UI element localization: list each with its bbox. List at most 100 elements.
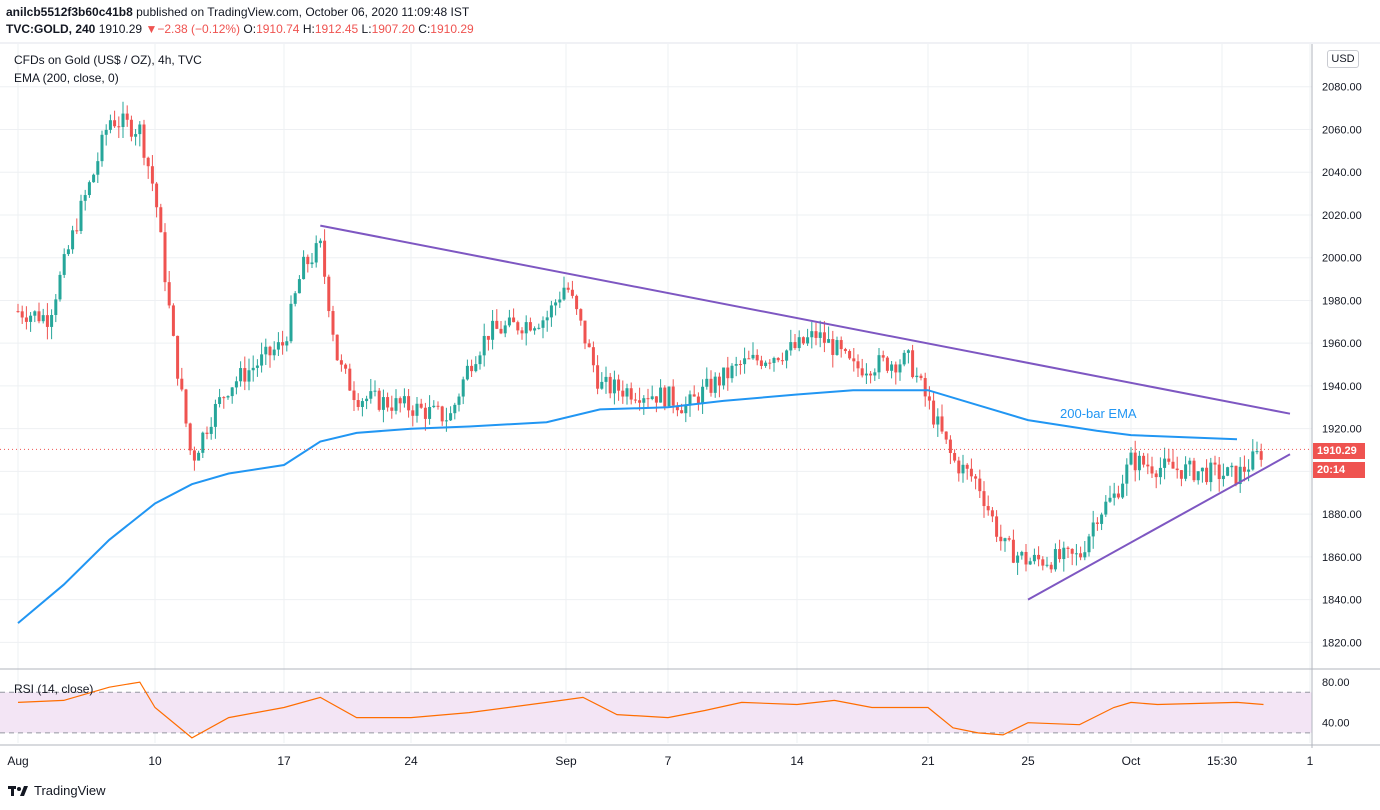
- candle-body: [831, 339, 835, 355]
- candle-body: [713, 376, 717, 393]
- y-tick-label: 1840.00: [1322, 595, 1362, 607]
- candle-body: [138, 124, 142, 135]
- candle-body: [554, 302, 558, 306]
- candle-body: [457, 396, 461, 405]
- candle-body: [890, 364, 894, 371]
- candle-body: [570, 289, 574, 296]
- rsi-legend[interactable]: RSI (14, close): [14, 682, 94, 696]
- candle-body: [1247, 469, 1251, 472]
- candle-body: [520, 330, 524, 334]
- candle-body: [243, 368, 247, 382]
- candle-body: [373, 390, 377, 392]
- candle-body: [764, 362, 768, 366]
- candle-body: [801, 337, 805, 344]
- candle-body: [533, 328, 537, 331]
- candle-body: [381, 397, 385, 410]
- candle-body: [1070, 548, 1074, 554]
- trendline: [320, 224, 1291, 415]
- candle-body: [1234, 465, 1238, 485]
- candle-body: [365, 398, 369, 402]
- candle-body: [402, 396, 406, 404]
- currency-button[interactable]: USD: [1327, 50, 1359, 68]
- candle-body: [638, 400, 642, 403]
- candle-body: [776, 357, 780, 361]
- candle-body: [600, 381, 604, 389]
- ohlc-header: TVC:GOLD, 240 1910.29 ▼−2.38 (−0.12%) O:…: [6, 22, 474, 36]
- candle-body: [759, 360, 763, 366]
- candle-body: [369, 391, 373, 399]
- candle-body: [923, 378, 927, 397]
- candle-body: [860, 368, 864, 376]
- candle-body: [1163, 458, 1167, 468]
- candle-body: [1184, 464, 1188, 479]
- candle-body: [1125, 464, 1129, 484]
- candle-body: [310, 262, 314, 265]
- rsi-band-fill: [0, 692, 1312, 733]
- candle-body: [810, 331, 814, 338]
- candle-body: [314, 243, 318, 263]
- candle-body: [675, 405, 679, 411]
- x-tick-label: 15:30: [1207, 754, 1237, 768]
- candle-body: [1016, 555, 1020, 563]
- candle-body: [575, 295, 579, 310]
- ema-legend[interactable]: EMA (200, close, 0): [14, 71, 119, 85]
- candle-body: [843, 349, 847, 352]
- candle-body: [92, 174, 96, 183]
- candle-body: [302, 256, 306, 280]
- rsi-band: [0, 691, 1312, 734]
- candle-body: [650, 396, 654, 400]
- candle-body: [465, 365, 469, 380]
- candle-body: [503, 325, 507, 334]
- rsi-tick-label: 80.00: [1322, 677, 1350, 689]
- candle-body: [96, 161, 100, 175]
- candle-body: [1209, 462, 1213, 483]
- candle-body: [797, 337, 801, 349]
- candle-body: [180, 378, 184, 390]
- candle-body: [281, 342, 285, 346]
- candle-body: [587, 343, 591, 348]
- instrument-legend[interactable]: CFDs on Gold (US$ / OZ), 4h, TVC: [14, 53, 202, 67]
- grid-lines: [0, 44, 1312, 743]
- candle-body: [495, 320, 499, 329]
- candle-body: [218, 397, 222, 404]
- candle-body: [205, 432, 209, 434]
- candle-body: [41, 315, 45, 322]
- tradingview-logo[interactable]: TradingView: [8, 783, 106, 798]
- candle-body: [684, 405, 688, 414]
- candle-body: [75, 230, 79, 232]
- candle-body: [150, 166, 154, 184]
- y-tick-label: 1940.00: [1322, 381, 1362, 393]
- candle-body: [285, 341, 289, 346]
- candle-body: [990, 510, 994, 517]
- candle-body: [524, 322, 528, 334]
- candle-body: [869, 373, 873, 376]
- candle-body: [885, 357, 889, 371]
- y-tick-label: 2060.00: [1322, 124, 1362, 136]
- candle-body: [58, 274, 62, 300]
- candle-body: [163, 232, 167, 283]
- candle-body: [415, 403, 419, 416]
- candle-body: [722, 367, 726, 386]
- candle-body: [528, 322, 532, 331]
- y-tick-label: 1980.00: [1322, 295, 1362, 307]
- candle-body: [696, 396, 700, 405]
- candle-body: [176, 335, 180, 379]
- candle-body: [507, 317, 511, 326]
- candle-body: [1230, 465, 1234, 468]
- candle-body: [62, 254, 66, 275]
- candle-body: [621, 390, 625, 397]
- candle-body: [247, 370, 251, 382]
- candle-body: [701, 386, 705, 405]
- author-name[interactable]: anilcb5512f3b60c41b8: [6, 5, 133, 19]
- candle-body: [83, 195, 87, 201]
- candle-body: [192, 450, 196, 461]
- candle-body: [579, 309, 583, 321]
- candle-body: [1146, 464, 1150, 467]
- candle-body: [1091, 522, 1095, 537]
- candle-body: [1217, 464, 1221, 480]
- candle-body: [873, 372, 877, 376]
- brand-name: TradingView: [34, 783, 106, 798]
- candle-body: [663, 387, 667, 407]
- candle-body: [297, 279, 301, 294]
